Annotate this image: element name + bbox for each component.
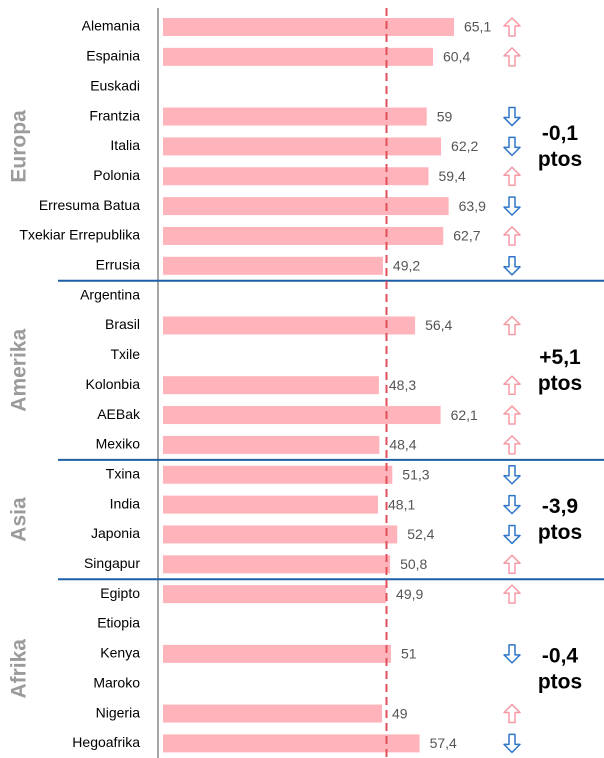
trend-arrow-up xyxy=(504,585,520,603)
group-label: Afrika xyxy=(8,639,31,699)
bar xyxy=(163,18,454,36)
value-label: 60,4 xyxy=(443,49,470,65)
bar xyxy=(163,227,443,245)
bar xyxy=(163,257,383,275)
category-label: Brasil xyxy=(105,316,140,332)
bar xyxy=(163,317,415,335)
value-label: 63,9 xyxy=(459,198,486,214)
bar xyxy=(163,555,390,573)
trend-arrow-down xyxy=(504,197,520,215)
bar xyxy=(163,645,391,663)
trend-arrow-down xyxy=(504,257,520,275)
value-label: 48,4 xyxy=(389,437,416,453)
bar xyxy=(163,585,386,603)
value-label: 52,4 xyxy=(407,526,434,542)
value-label: 56,4 xyxy=(425,317,452,333)
value-label: 62,7 xyxy=(453,228,480,244)
category-label: Kolonbia xyxy=(86,376,141,392)
group-label: Asia xyxy=(8,497,31,542)
trend-arrow-up xyxy=(504,406,520,424)
category-label: Japonia xyxy=(91,525,140,541)
category-label: Erresuma Batua xyxy=(39,197,140,213)
bar xyxy=(163,705,382,723)
value-label: 62,2 xyxy=(451,138,478,154)
value-label: 62,1 xyxy=(451,407,478,423)
bar xyxy=(163,436,379,454)
value-label: 59 xyxy=(437,108,453,124)
category-label: Argentina xyxy=(80,286,140,302)
category-label: Txekiar Errepublika xyxy=(19,227,140,243)
value-label: 49,2 xyxy=(393,258,420,274)
trend-arrow-down xyxy=(504,108,520,126)
trend-arrow-up xyxy=(504,317,520,335)
category-label: Frantzia xyxy=(89,107,140,123)
trend-arrow-up xyxy=(504,376,520,394)
value-label: 51,3 xyxy=(402,466,429,482)
value-label: 48,3 xyxy=(389,377,416,393)
group-label: Amerika xyxy=(8,329,31,412)
category-label: Singapur xyxy=(84,555,140,571)
category-label: Nigeria xyxy=(96,704,141,720)
category-label: AEBak xyxy=(97,406,141,422)
bar xyxy=(163,734,420,752)
category-label: Espainia xyxy=(86,48,140,64)
value-label: 51 xyxy=(401,646,417,662)
trend-arrow-up xyxy=(504,705,520,723)
trend-arrow-up xyxy=(504,227,520,245)
value-label: 49 xyxy=(392,705,408,721)
change-label: -3,9 xyxy=(542,495,578,518)
change-label: ptos xyxy=(538,521,582,544)
trend-arrow-up xyxy=(504,167,520,185)
group-label: Europa xyxy=(8,110,31,183)
value-label: 50,8 xyxy=(400,556,427,572)
value-label: 65,1 xyxy=(464,19,491,35)
trend-arrow-down xyxy=(504,525,520,543)
category-label: India xyxy=(110,495,141,511)
trend-arrow-up xyxy=(504,555,520,573)
category-label: Errusia xyxy=(96,257,141,273)
bar xyxy=(163,525,397,543)
change-label: ptos xyxy=(538,670,582,693)
category-label: Polonia xyxy=(93,167,140,183)
value-label: 59,4 xyxy=(439,168,466,184)
change-label: +5,1 xyxy=(539,346,581,369)
trend-arrow-up xyxy=(504,436,520,454)
category-label: Etiopia xyxy=(97,615,140,631)
category-label: Kenya xyxy=(100,645,140,661)
trend-arrow-down xyxy=(504,734,520,752)
category-label: Txile xyxy=(110,346,140,362)
change-label: -0,1 xyxy=(542,122,579,145)
trend-arrow-down xyxy=(504,496,520,514)
bar xyxy=(163,137,441,155)
bar xyxy=(163,197,449,215)
bar xyxy=(163,466,392,484)
value-label: 57,4 xyxy=(430,735,457,751)
value-label: 49,9 xyxy=(396,586,423,602)
trend-arrow-up xyxy=(504,18,520,36)
value-label: 48,1 xyxy=(388,496,415,512)
bar xyxy=(163,48,433,66)
bar xyxy=(163,406,441,424)
category-label: Mexiko xyxy=(96,436,141,452)
trend-arrow-down xyxy=(504,137,520,155)
bar xyxy=(163,167,429,185)
chart: Alemania 65,1 Espainia 60,4 Euskadi Frantzia 5… xyxy=(0,0,604,758)
category-label: Hegoafrika xyxy=(72,734,140,750)
category-label: Euskadi xyxy=(90,77,140,93)
category-label: Egipto xyxy=(100,585,140,601)
trend-arrow-down xyxy=(504,466,520,484)
trend-arrow-down xyxy=(504,645,520,663)
category-label: Italia xyxy=(110,137,140,153)
change-label: ptos xyxy=(538,372,582,395)
trend-arrow-up xyxy=(504,48,520,66)
bar xyxy=(163,376,379,394)
change-label: ptos xyxy=(538,148,582,171)
bar xyxy=(163,496,378,514)
change-label: -0,4 xyxy=(542,644,579,667)
category-label: Txina xyxy=(106,465,140,481)
category-label: Maroko xyxy=(93,674,140,690)
category-label: Alemania xyxy=(82,18,141,34)
